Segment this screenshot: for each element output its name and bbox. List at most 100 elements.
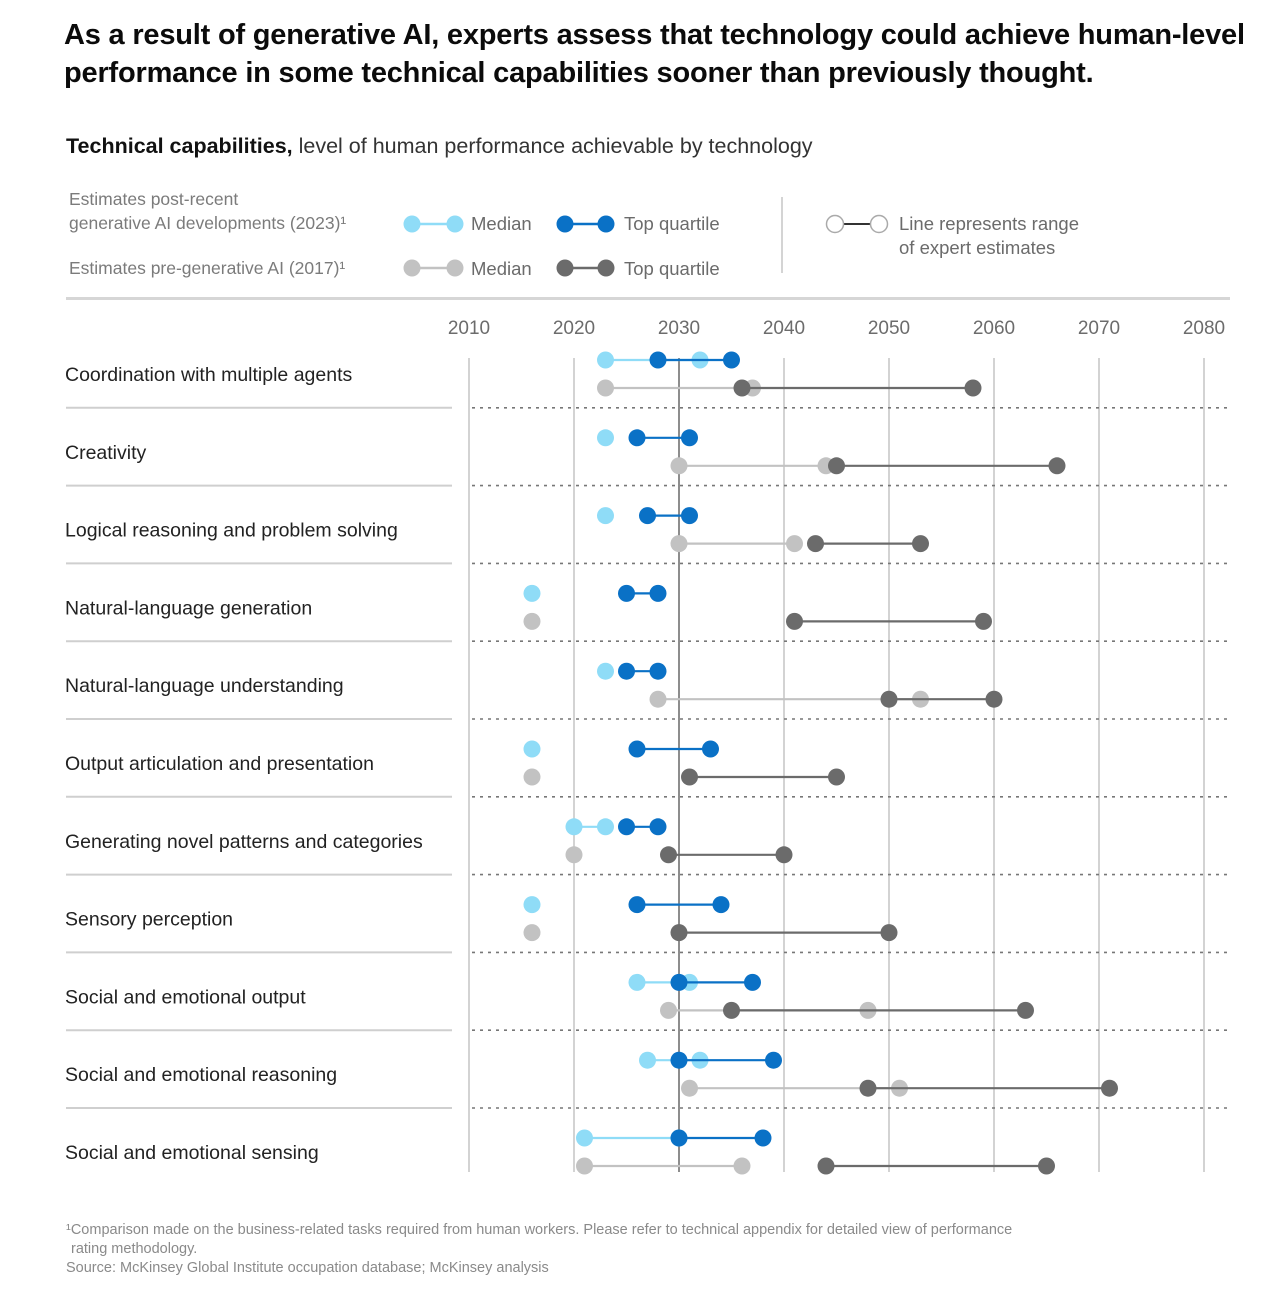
top-quartile-2017-dot-start <box>670 924 688 942</box>
row-label: Coordination with multiple agents <box>65 364 352 386</box>
grid-lines <box>468 358 1205 1172</box>
legend-top-2023-dot-right <box>597 215 615 233</box>
median-2023-dot-start <box>523 896 541 914</box>
top-quartile-2023-dot-start <box>670 1129 688 1147</box>
median-2017-dot-end <box>786 535 803 553</box>
top-quartile-2023-dot-end <box>649 818 667 836</box>
median-2023-dot-start <box>639 1051 656 1069</box>
legend-top-2023-dot-left <box>556 215 574 233</box>
top-quartile-2023-dot-start <box>670 1051 688 1069</box>
row-labels: Coordination with multiple agents Creativ… <box>65 364 423 1164</box>
legend-top-2017-label: Top quartile <box>624 258 720 279</box>
top-quartile-2023-dot-end <box>723 351 740 369</box>
top-quartile-2017-dot-start <box>681 768 698 786</box>
median-2023-dot-start <box>576 1129 593 1147</box>
x-tick-label-2010: 2010 <box>448 318 490 339</box>
median-2017-dot-start <box>523 612 541 630</box>
top-quartile-2017-dot-end <box>1101 1079 1118 1097</box>
row-label: Natural-language understanding <box>65 675 344 697</box>
top-quartile-2023-dot-end <box>649 662 667 680</box>
top-quartile-2017-dot-end <box>975 612 992 630</box>
median-2023-dot-start <box>565 818 583 836</box>
top-quartile-2023-dot-start <box>618 662 635 680</box>
top-quartile-2017-dot-end <box>1038 1157 1055 1175</box>
top-quartile-2023-dot-end <box>702 740 719 758</box>
legend-marks <box>403 214 889 277</box>
x-tick-label-2070: 2070 <box>1078 318 1120 339</box>
top-quartile-2023-dot-start <box>628 740 646 758</box>
subtitle-rest: level of human performance achievable by… <box>292 134 813 158</box>
legend-group-2023-line2: generative AI developments (2023)¹ <box>69 213 347 233</box>
median-2023-dot-start <box>597 507 614 525</box>
median-2017-dot-start <box>523 768 541 786</box>
top-quartile-2017-dot-start <box>733 379 751 397</box>
top-quartile-2023-dot-start <box>639 507 656 525</box>
row-label: Social and emotional sensing <box>65 1142 319 1164</box>
median-2023-dot-start <box>523 740 541 758</box>
x-tick-label-2050: 2050 <box>868 318 910 339</box>
top-quartile-2023-dot-end <box>649 584 667 602</box>
row-label: Social and emotional output <box>65 986 306 1008</box>
top-quartile-2017-dot-end <box>1017 1001 1034 1019</box>
top-quartile-2023-dot-end <box>765 1051 782 1069</box>
footnote-source: Source: McKinsey Global Institute occupa… <box>66 1260 549 1276</box>
top-quartile-2023-dot-start <box>618 818 635 836</box>
median-2017-dot-start <box>681 1079 698 1097</box>
row-label: Creativity <box>65 442 147 464</box>
data-marks <box>523 351 1118 1175</box>
row-separators <box>66 406 1230 1109</box>
top-quartile-2017-dot-start <box>828 457 845 475</box>
median-2017-dot-start <box>670 457 688 475</box>
row-label: Social and emotional reasoning <box>65 1064 337 1086</box>
x-tick-labels: 2010 2020 2030 2040 2050 2060 2070 2080 <box>448 318 1225 339</box>
legend-top-2017-dot-right <box>597 259 615 277</box>
top-quartile-2017-dot-start <box>880 690 898 708</box>
x-tick-label-2060: 2060 <box>973 318 1015 339</box>
top-quartile-2023-dot-start <box>618 584 635 602</box>
median-2017-dot-start <box>576 1157 593 1175</box>
median-2017-dot-start <box>565 846 583 864</box>
row-label: Generating novel patterns and categories <box>65 831 423 853</box>
top-quartile-2017-dot-end <box>1048 457 1066 475</box>
x-tick-label-2020: 2020 <box>553 318 595 339</box>
top-quartile-2023-dot-start <box>649 351 667 369</box>
median-2023-dot-start <box>597 351 614 369</box>
legend-group-2023-line1: Estimates post-recent <box>69 189 239 209</box>
top-quartile-2023-dot-end <box>712 896 730 914</box>
legend-top-2023-label: Top quartile <box>624 213 720 234</box>
median-2017-dot-start <box>649 690 667 708</box>
median-2017-dot-start <box>670 535 688 553</box>
median-2017-dot-start <box>660 1001 677 1019</box>
legend-median-2023-dot-left <box>403 215 421 233</box>
footnote: ¹Comparison made on the business-related… <box>66 1221 1166 1278</box>
row-label: Logical reasoning and problem solving <box>65 520 398 542</box>
top-quartile-2017-dot-start <box>859 1079 877 1097</box>
x-tick-label-2030: 2030 <box>658 318 700 339</box>
legend-range-line2: of expert estimates <box>899 237 1056 258</box>
row-label: Output articulation and presentation <box>65 753 374 775</box>
row-label: Natural-language generation <box>65 597 312 619</box>
top-quartile-2017-dot-end <box>880 924 898 942</box>
median-2023-dot-start <box>523 584 541 602</box>
median-2023-dot-start <box>628 973 646 991</box>
top-quartile-2017-dot-start <box>817 1157 835 1175</box>
legend-median-2023-dot-right <box>446 215 464 233</box>
legend-median-2023-label: Median <box>471 213 532 234</box>
legend-top-2017-dot-left <box>556 259 574 277</box>
top-quartile-2023-dot-end <box>681 507 698 525</box>
top-quartile-2023-dot-start <box>628 429 646 447</box>
chart-subtitle: Technical capabilities, level of human p… <box>66 134 813 159</box>
legend-range-line1: Line represents range <box>899 213 1079 234</box>
top-quartile-2023-dot-end <box>744 973 761 991</box>
median-2017-dot-end <box>733 1157 751 1175</box>
legend-median-2017-dot-left <box>403 259 421 277</box>
top-quartile-2023-dot-end <box>681 429 698 447</box>
x-tick-label-2080: 2080 <box>1183 318 1225 339</box>
median-2023-dot-end <box>597 818 614 836</box>
legend-divider <box>781 197 783 273</box>
top-quartile-2023-dot-end <box>754 1129 772 1147</box>
legend-median-2017-label: Median <box>471 258 532 279</box>
legend-group-2017: Estimates pre-generative AI (2017)¹ <box>69 258 346 278</box>
top-quartile-2017-dot-start <box>723 1001 740 1019</box>
